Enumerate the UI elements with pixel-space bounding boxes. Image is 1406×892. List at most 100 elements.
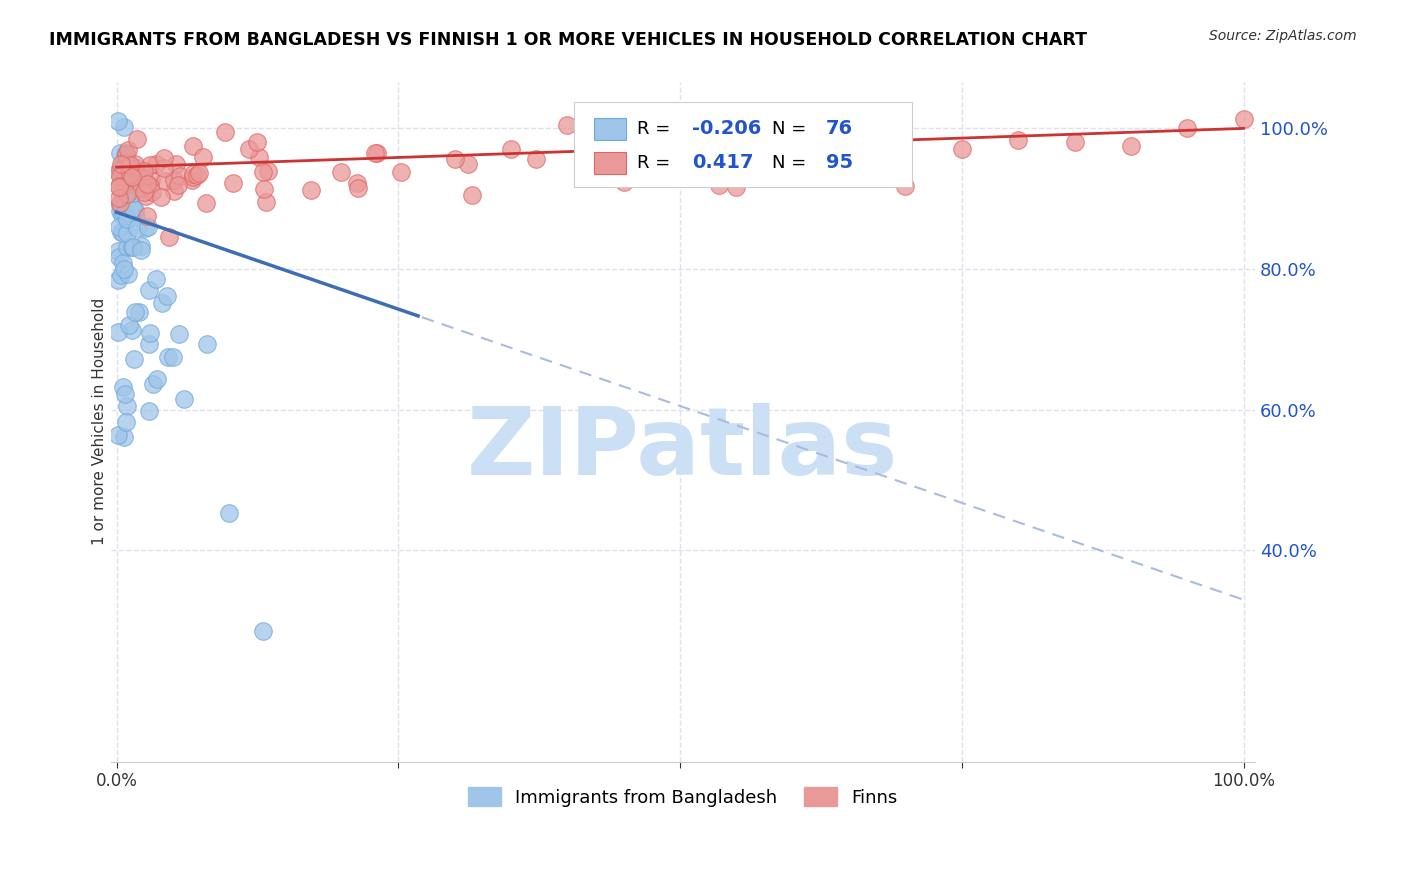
- Point: [108, 146, 131, 161]
- Point: [686, 145, 709, 159]
- Point: [107, 165, 129, 179]
- Text: 0.417: 0.417: [692, 153, 754, 172]
- Text: ZIPatlas: ZIPatlas: [467, 403, 898, 495]
- Point: [838, 169, 860, 184]
- Y-axis label: 1 or more Vehicles in Household: 1 or more Vehicles in Household: [93, 298, 107, 546]
- Point: [115, 155, 138, 169]
- Point: [108, 196, 131, 211]
- Point: [115, 212, 138, 227]
- Point: [110, 268, 132, 282]
- Point: [114, 145, 136, 160]
- Point: [703, 152, 725, 166]
- Point: [696, 134, 718, 148]
- Point: [253, 182, 276, 196]
- Text: 95: 95: [825, 153, 853, 172]
- Point: [364, 146, 387, 161]
- Point: [141, 186, 163, 200]
- Point: [1007, 133, 1029, 147]
- Point: [118, 169, 141, 184]
- Point: [252, 624, 274, 638]
- Point: [443, 152, 465, 166]
- Point: [136, 209, 159, 223]
- Point: [128, 305, 150, 319]
- Point: [499, 143, 522, 157]
- Point: [138, 404, 160, 418]
- Point: [195, 196, 218, 211]
- Text: Source: ZipAtlas.com: Source: ZipAtlas.com: [1209, 29, 1357, 43]
- Point: [153, 151, 176, 165]
- Point: [707, 178, 730, 193]
- Point: [157, 350, 180, 364]
- Point: [181, 167, 204, 181]
- Point: [114, 387, 136, 401]
- Point: [1232, 112, 1254, 127]
- Text: R =: R =: [637, 120, 676, 137]
- Point: [110, 157, 132, 171]
- Point: [389, 165, 412, 179]
- Point: [181, 170, 204, 185]
- Point: [112, 173, 135, 187]
- Point: [214, 125, 236, 139]
- Point: [114, 148, 136, 162]
- Point: [107, 326, 129, 340]
- Point: [156, 288, 179, 302]
- Point: [669, 155, 692, 169]
- Point: [107, 250, 129, 264]
- Point: [169, 169, 191, 183]
- Point: [108, 191, 131, 205]
- Point: [142, 376, 165, 391]
- Point: [112, 171, 135, 186]
- Point: [662, 162, 685, 177]
- Point: [1175, 120, 1198, 135]
- Point: [117, 267, 139, 281]
- Point: [254, 194, 277, 209]
- Point: [111, 208, 134, 222]
- Point: [122, 176, 145, 190]
- Point: [145, 157, 167, 171]
- Point: [112, 207, 135, 221]
- Point: [136, 220, 159, 235]
- Point: [218, 506, 240, 520]
- Text: 76: 76: [825, 120, 853, 138]
- Point: [124, 202, 146, 217]
- Point: [127, 168, 149, 182]
- Point: [127, 131, 149, 145]
- Point: [118, 161, 141, 175]
- Point: [574, 144, 596, 158]
- Point: [115, 147, 138, 161]
- Point: [153, 174, 176, 188]
- Point: [112, 120, 135, 134]
- Point: [139, 173, 162, 187]
- Point: [114, 205, 136, 219]
- Point: [121, 201, 143, 215]
- Point: [115, 400, 138, 414]
- Point: [166, 178, 188, 192]
- Point: [121, 323, 143, 337]
- Point: [128, 181, 150, 195]
- Point: [299, 183, 322, 197]
- Point: [117, 144, 139, 158]
- Point: [366, 146, 388, 161]
- Point: [246, 136, 269, 150]
- Point: [460, 188, 482, 202]
- Point: [124, 157, 146, 171]
- FancyBboxPatch shape: [574, 103, 911, 187]
- Point: [110, 225, 132, 239]
- Point: [600, 127, 623, 141]
- Point: [153, 161, 176, 176]
- Point: [329, 164, 352, 178]
- Point: [257, 164, 280, 178]
- Point: [150, 190, 173, 204]
- Point: [524, 152, 547, 166]
- Text: IMMIGRANTS FROM BANGLADESH VS FINNISH 1 OR MORE VEHICLES IN HOUSEHOLD CORRELATIO: IMMIGRANTS FROM BANGLADESH VS FINNISH 1 …: [49, 31, 1087, 49]
- Point: [134, 163, 156, 178]
- Point: [117, 175, 139, 189]
- Point: [134, 221, 156, 235]
- Point: [950, 142, 973, 156]
- Point: [114, 175, 136, 189]
- Point: [107, 428, 129, 442]
- FancyBboxPatch shape: [593, 118, 626, 140]
- Point: [111, 226, 134, 240]
- Point: [112, 262, 135, 277]
- Point: [111, 256, 134, 270]
